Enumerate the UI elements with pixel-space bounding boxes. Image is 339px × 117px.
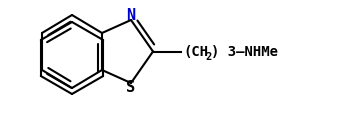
- Text: (CH: (CH: [183, 44, 208, 58]
- Text: S: S: [126, 80, 136, 95]
- Text: 2: 2: [205, 51, 211, 62]
- Text: ) 3—NHMe: ) 3—NHMe: [211, 44, 278, 58]
- Text: N: N: [126, 7, 136, 22]
